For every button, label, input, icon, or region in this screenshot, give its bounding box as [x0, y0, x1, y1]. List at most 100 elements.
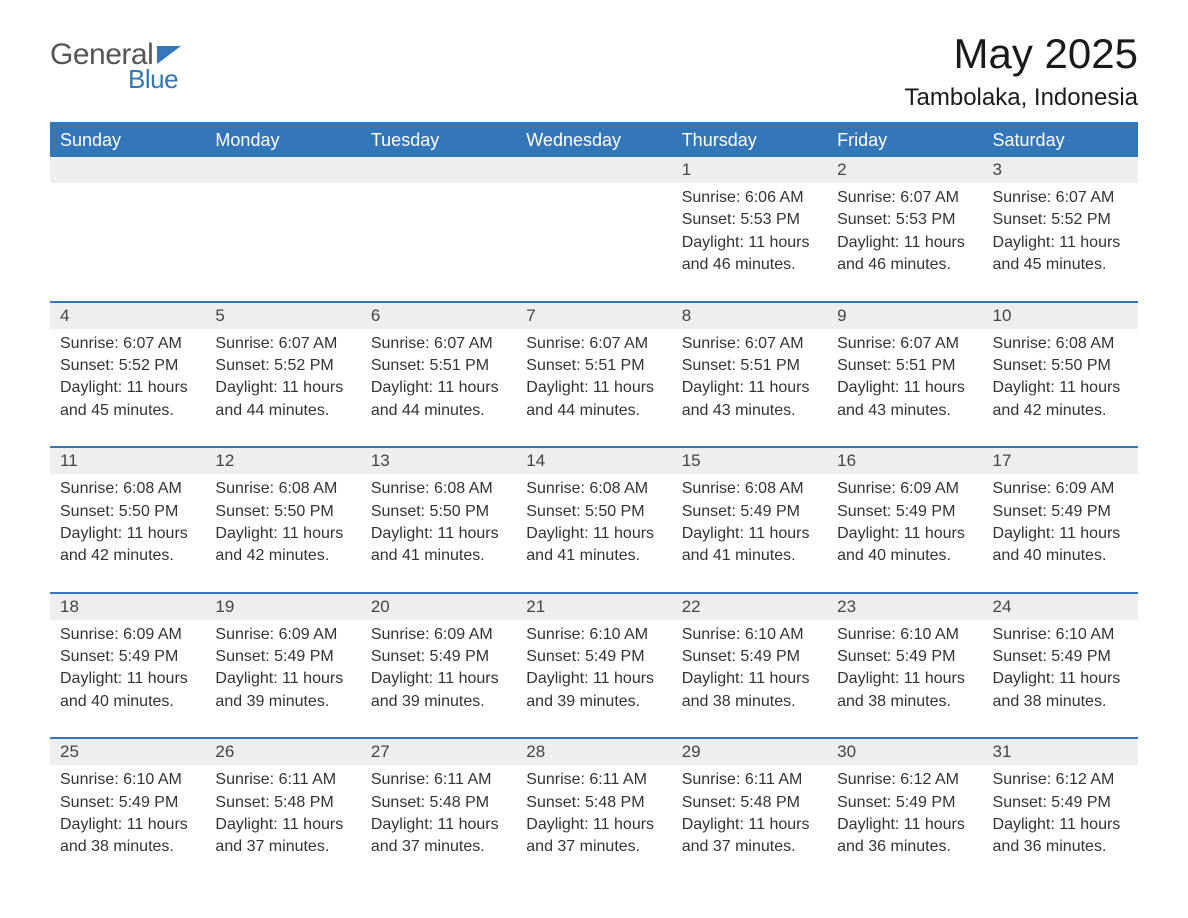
day-number: 23 — [827, 594, 982, 620]
sunrise-line: Sunrise: 6:07 AM — [837, 187, 972, 209]
day-body: Sunrise: 6:12 AMSunset: 5:49 PMDaylight:… — [983, 765, 1138, 883]
day-number-empty — [50, 157, 205, 183]
sunset-line: Sunset: 5:48 PM — [526, 792, 661, 814]
sunset-line: Sunset: 5:49 PM — [837, 792, 972, 814]
day-cell: 4Sunrise: 6:07 AMSunset: 5:52 PMDaylight… — [50, 303, 205, 447]
sunset-line: Sunset: 5:49 PM — [993, 792, 1128, 814]
sunrise-line: Sunrise: 6:10 AM — [682, 624, 817, 646]
day-number: 18 — [50, 594, 205, 620]
week-row: 11Sunrise: 6:08 AMSunset: 5:50 PMDayligh… — [50, 446, 1138, 592]
sunrise-line: Sunrise: 6:07 AM — [60, 333, 195, 355]
day-body-empty — [50, 183, 205, 211]
day-header: Tuesday — [361, 124, 516, 157]
day-cell-empty — [205, 157, 360, 301]
daylight-line: Daylight: 11 hours and 36 minutes. — [993, 814, 1128, 859]
sunset-line: Sunset: 5:48 PM — [682, 792, 817, 814]
sunset-line: Sunset: 5:48 PM — [371, 792, 506, 814]
daylight-line: Daylight: 11 hours and 37 minutes. — [215, 814, 350, 859]
sunrise-line: Sunrise: 6:08 AM — [526, 478, 661, 500]
daylight-line: Daylight: 11 hours and 37 minutes. — [371, 814, 506, 859]
daylight-line: Daylight: 11 hours and 45 minutes. — [60, 377, 195, 422]
day-number: 14 — [516, 448, 671, 474]
day-body: Sunrise: 6:10 AMSunset: 5:49 PMDaylight:… — [983, 620, 1138, 738]
day-body: Sunrise: 6:12 AMSunset: 5:49 PMDaylight:… — [827, 765, 982, 883]
day-body: Sunrise: 6:07 AMSunset: 5:51 PMDaylight:… — [361, 329, 516, 447]
day-number: 12 — [205, 448, 360, 474]
sunrise-line: Sunrise: 6:11 AM — [215, 769, 350, 791]
day-cell-empty — [50, 157, 205, 301]
daylight-line: Daylight: 11 hours and 41 minutes. — [371, 523, 506, 568]
sunrise-line: Sunrise: 6:12 AM — [993, 769, 1128, 791]
day-cell: 24Sunrise: 6:10 AMSunset: 5:49 PMDayligh… — [983, 594, 1138, 738]
sunrise-line: Sunrise: 6:10 AM — [993, 624, 1128, 646]
day-body: Sunrise: 6:07 AMSunset: 5:51 PMDaylight:… — [827, 329, 982, 447]
day-cell: 8Sunrise: 6:07 AMSunset: 5:51 PMDaylight… — [672, 303, 827, 447]
day-body: Sunrise: 6:09 AMSunset: 5:49 PMDaylight:… — [827, 474, 982, 592]
day-body: Sunrise: 6:08 AMSunset: 5:50 PMDaylight:… — [50, 474, 205, 592]
day-number: 26 — [205, 739, 360, 765]
sunset-line: Sunset: 5:49 PM — [682, 646, 817, 668]
day-cell: 16Sunrise: 6:09 AMSunset: 5:49 PMDayligh… — [827, 448, 982, 592]
day-cell: 9Sunrise: 6:07 AMSunset: 5:51 PMDaylight… — [827, 303, 982, 447]
day-body: Sunrise: 6:10 AMSunset: 5:49 PMDaylight:… — [50, 765, 205, 883]
sunset-line: Sunset: 5:51 PM — [526, 355, 661, 377]
day-number: 8 — [672, 303, 827, 329]
sunrise-line: Sunrise: 6:10 AM — [60, 769, 195, 791]
daylight-line: Daylight: 11 hours and 44 minutes. — [371, 377, 506, 422]
sunrise-line: Sunrise: 6:07 AM — [682, 333, 817, 355]
sunrise-line: Sunrise: 6:08 AM — [371, 478, 506, 500]
sunset-line: Sunset: 5:53 PM — [682, 209, 817, 231]
day-number: 10 — [983, 303, 1138, 329]
day-body: Sunrise: 6:10 AMSunset: 5:49 PMDaylight:… — [516, 620, 671, 738]
day-cell: 6Sunrise: 6:07 AMSunset: 5:51 PMDaylight… — [361, 303, 516, 447]
day-cell: 23Sunrise: 6:10 AMSunset: 5:49 PMDayligh… — [827, 594, 982, 738]
sunrise-line: Sunrise: 6:07 AM — [837, 333, 972, 355]
day-cell: 17Sunrise: 6:09 AMSunset: 5:49 PMDayligh… — [983, 448, 1138, 592]
day-header: Monday — [205, 124, 360, 157]
page-subtitle: Tambolaka, Indonesia — [905, 84, 1138, 112]
day-body-empty — [205, 183, 360, 211]
day-number: 25 — [50, 739, 205, 765]
sunset-line: Sunset: 5:50 PM — [60, 501, 195, 523]
daylight-line: Daylight: 11 hours and 42 minutes. — [60, 523, 195, 568]
day-body: Sunrise: 6:11 AMSunset: 5:48 PMDaylight:… — [516, 765, 671, 883]
sunrise-line: Sunrise: 6:12 AM — [837, 769, 972, 791]
daylight-line: Daylight: 11 hours and 37 minutes. — [682, 814, 817, 859]
day-cell: 31Sunrise: 6:12 AMSunset: 5:49 PMDayligh… — [983, 739, 1138, 883]
day-cell: 26Sunrise: 6:11 AMSunset: 5:48 PMDayligh… — [205, 739, 360, 883]
sunrise-line: Sunrise: 6:07 AM — [993, 187, 1128, 209]
day-body: Sunrise: 6:09 AMSunset: 5:49 PMDaylight:… — [50, 620, 205, 738]
sunrise-line: Sunrise: 6:06 AM — [682, 187, 817, 209]
day-header: Wednesday — [516, 124, 671, 157]
daylight-line: Daylight: 11 hours and 40 minutes. — [993, 523, 1128, 568]
day-body: Sunrise: 6:07 AMSunset: 5:53 PMDaylight:… — [827, 183, 982, 301]
calendar: SundayMondayTuesdayWednesdayThursdayFrid… — [50, 122, 1138, 883]
day-cell: 22Sunrise: 6:10 AMSunset: 5:49 PMDayligh… — [672, 594, 827, 738]
sunset-line: Sunset: 5:50 PM — [526, 501, 661, 523]
day-cell: 11Sunrise: 6:08 AMSunset: 5:50 PMDayligh… — [50, 448, 205, 592]
week-row: 18Sunrise: 6:09 AMSunset: 5:49 PMDayligh… — [50, 592, 1138, 738]
daylight-line: Daylight: 11 hours and 43 minutes. — [837, 377, 972, 422]
sunset-line: Sunset: 5:49 PM — [682, 501, 817, 523]
day-number: 27 — [361, 739, 516, 765]
day-body-empty — [361, 183, 516, 211]
sunrise-line: Sunrise: 6:08 AM — [215, 478, 350, 500]
calendar-body: 1Sunrise: 6:06 AMSunset: 5:53 PMDaylight… — [50, 157, 1138, 883]
calendar-header-row: SundayMondayTuesdayWednesdayThursdayFrid… — [50, 124, 1138, 157]
daylight-line: Daylight: 11 hours and 44 minutes. — [215, 377, 350, 422]
daylight-line: Daylight: 11 hours and 39 minutes. — [526, 668, 661, 713]
day-cell: 21Sunrise: 6:10 AMSunset: 5:49 PMDayligh… — [516, 594, 671, 738]
day-number: 2 — [827, 157, 982, 183]
sunrise-line: Sunrise: 6:08 AM — [60, 478, 195, 500]
sunrise-line: Sunrise: 6:09 AM — [60, 624, 195, 646]
day-number: 22 — [672, 594, 827, 620]
day-number: 4 — [50, 303, 205, 329]
calendar-page: General Blue May 2025 Tambolaka, Indones… — [0, 0, 1188, 913]
day-body-empty — [516, 183, 671, 211]
daylight-line: Daylight: 11 hours and 41 minutes. — [526, 523, 661, 568]
day-number: 15 — [672, 448, 827, 474]
sunset-line: Sunset: 5:51 PM — [371, 355, 506, 377]
daylight-line: Daylight: 11 hours and 46 minutes. — [682, 232, 817, 277]
day-body: Sunrise: 6:09 AMSunset: 5:49 PMDaylight:… — [205, 620, 360, 738]
sunrise-line: Sunrise: 6:11 AM — [526, 769, 661, 791]
